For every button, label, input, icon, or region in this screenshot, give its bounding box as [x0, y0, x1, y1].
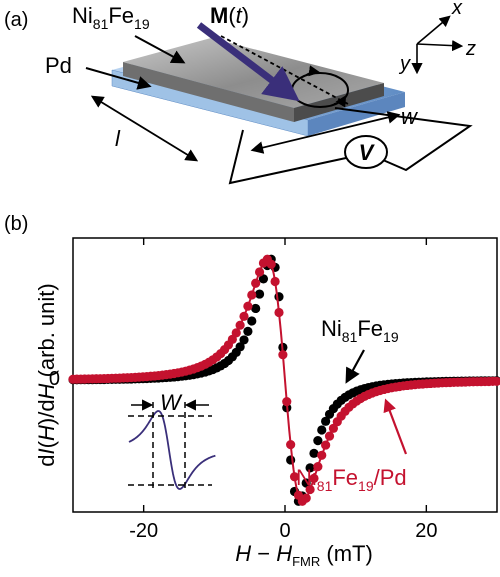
pd-label: Pd: [45, 53, 72, 78]
panel-b-label: (b): [4, 213, 28, 235]
data-point: [309, 448, 319, 458]
precession-arrow-top: [304, 65, 321, 77]
data-point: [243, 326, 253, 337]
data-point: [235, 342, 245, 352]
nife-label: Ni81Fe19: [72, 3, 150, 32]
x-tick-label: 20: [415, 520, 437, 542]
magnetization-arrow: [196, 22, 300, 102]
inset-curve: [128, 410, 216, 490]
data-point: [274, 292, 284, 302]
data-point: [258, 274, 269, 284]
data-point: [247, 316, 257, 326]
pointer-nife-pd: [383, 398, 408, 455]
label-nife: Ni81Fe19: [321, 316, 399, 345]
width-label: w: [401, 104, 419, 129]
coordinate-axes: x z y: [398, 0, 476, 75]
pointer-nife: [345, 349, 365, 384]
y-tick-zero: 0: [49, 368, 60, 390]
fit-line: [73, 258, 498, 503]
z-axis-label: z: [465, 38, 476, 60]
label-nife-pd: Ni81Fe19/Pd: [296, 465, 407, 494]
x-axis-label: x: [451, 0, 463, 19]
x-tick-label: -20: [129, 520, 158, 542]
panel-b: (b) dI(H)/dH (arb. unit) -20 0 20 0 W Ni81…: [4, 213, 500, 569]
width-arrow: [250, 111, 401, 154]
linewidth-inset: W: [128, 390, 216, 490]
linewidth-label: W: [160, 390, 183, 415]
data-point: [254, 289, 265, 299]
nife-pointer: [134, 35, 186, 64]
length-label: l: [115, 126, 121, 151]
voltage-circuit: [228, 107, 473, 185]
pd-pointer: [85, 67, 152, 90]
panel-a-label: (a): [4, 9, 28, 31]
magnetization-label: M(t): [210, 3, 249, 28]
data-point: [313, 436, 323, 446]
data-point: [239, 335, 249, 345]
panel-a: (a) V l w: [4, 0, 476, 185]
data-point: [317, 425, 327, 435]
precession-arrow-bottom: [333, 95, 347, 108]
voltmeter-label: V: [359, 140, 376, 165]
data-point: [305, 463, 315, 473]
x-tick-label: 0: [279, 520, 290, 542]
y-axis-label: y: [398, 53, 411, 75]
data-point: [321, 416, 331, 426]
y-axis-title: dI(H)/dH (arb. unit): [34, 283, 59, 466]
data-point: [286, 455, 296, 465]
voltmeter: V: [344, 135, 388, 169]
data-point: [251, 303, 261, 314]
x-axis-title: H − HFMR (mT): [235, 541, 373, 569]
x-tick-labels: -20 0 20: [129, 520, 437, 542]
length-arrow: [90, 95, 199, 162]
